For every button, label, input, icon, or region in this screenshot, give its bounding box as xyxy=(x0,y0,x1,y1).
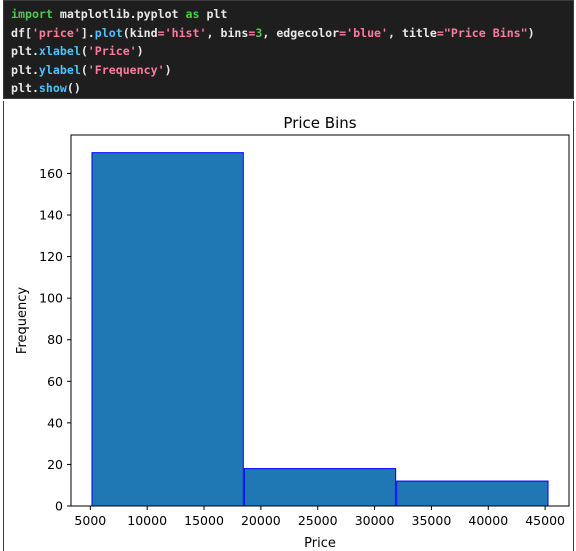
code-token: 'hist' xyxy=(164,25,207,40)
code-token: plt xyxy=(199,7,228,21)
y-tick-label: 80 xyxy=(47,332,63,347)
code-token: = xyxy=(248,25,256,40)
y-tick-label: 100 xyxy=(39,291,63,306)
code-token: plot xyxy=(94,25,123,40)
code-token: show xyxy=(38,81,67,96)
code-token: as xyxy=(185,7,200,21)
code-token: 'price' xyxy=(31,25,81,40)
code-token: ]. xyxy=(80,25,95,40)
code-line: plt.ylabel('Frequency') xyxy=(11,61,565,80)
code-token: () xyxy=(66,81,81,96)
x-tick-label: 10000 xyxy=(127,513,167,528)
code-token: ) xyxy=(136,44,144,59)
code-token: "Price Bins" xyxy=(443,25,528,40)
y-axis-label: Frequency xyxy=(15,287,30,354)
code-token: = xyxy=(436,25,444,40)
code-token: = xyxy=(339,25,347,40)
code-token: = xyxy=(157,25,165,40)
histogram-bar-2 xyxy=(243,468,397,507)
y-tick-label: 60 xyxy=(47,374,63,389)
code-editor[interactable]: import matplotlib.pyplot as plt df['price… xyxy=(4,1,573,98)
code-token: , bins xyxy=(206,25,249,40)
code-line: import matplotlib.pyplot as plt xyxy=(11,5,565,24)
y-tick-label: 120 xyxy=(39,249,63,264)
code-token: ( xyxy=(80,44,88,59)
code-token: 'Price' xyxy=(87,44,137,59)
output-cell: 5000 10000 15000 20000 25000 30000 35000 40000 4… xyxy=(3,101,574,551)
code-line: plt.xlabel('Price') xyxy=(11,42,565,61)
x-tick-label: 25000 xyxy=(298,513,338,528)
code-token: matplotlib.pyplot xyxy=(52,7,186,21)
code-line: df['price'].plot(kind='hist', bins=3, ed… xyxy=(11,24,565,43)
x-tick-label: 45000 xyxy=(525,513,565,528)
histogram-bar-3 xyxy=(396,480,549,507)
x-tick-label: 30000 xyxy=(355,513,395,528)
code-token: , title xyxy=(388,25,437,40)
y-tick-label: 140 xyxy=(39,208,63,223)
histogram-bar-1 xyxy=(91,152,244,507)
code-token: import xyxy=(11,7,53,21)
code-token: (kind xyxy=(122,25,158,40)
x-tick-label: 5000 xyxy=(74,513,106,528)
x-tick-label: 40000 xyxy=(468,513,508,528)
code-token: plt. xyxy=(11,62,39,77)
code-token: ( xyxy=(80,62,88,77)
y-tick-label: 160 xyxy=(39,166,63,181)
code-line: plt.show() xyxy=(11,79,565,98)
code-token: 'Frequency' xyxy=(87,62,165,77)
code-token: ylabel xyxy=(38,62,81,77)
x-tick-label: 35000 xyxy=(412,513,452,528)
code-token: ) xyxy=(164,62,172,77)
x-axis-label: Price xyxy=(304,536,336,551)
y-tick-label: 20 xyxy=(47,457,63,472)
y-tick-label: 0 xyxy=(55,499,63,514)
code-token: plt. xyxy=(11,81,39,96)
chart-title: Price Bins xyxy=(283,114,356,132)
code-token: ) xyxy=(527,25,535,40)
histogram-chart: 5000 10000 15000 20000 25000 30000 35000 40000 4… xyxy=(15,114,570,551)
code-token: plt. xyxy=(11,44,39,59)
axes-frame xyxy=(70,134,570,507)
code-token: 3 xyxy=(255,25,263,40)
code-token: df[ xyxy=(11,25,32,40)
code-token: 'blue' xyxy=(346,25,389,40)
code-cell[interactable]: import matplotlib.pyplot as plt df['price… xyxy=(3,0,574,99)
x-tick-label: 20000 xyxy=(241,513,281,528)
code-token: , edgecolor xyxy=(262,25,340,40)
y-tick-label: 40 xyxy=(47,415,63,430)
code-token: xlabel xyxy=(38,44,81,59)
x-tick-label: 15000 xyxy=(184,513,224,528)
